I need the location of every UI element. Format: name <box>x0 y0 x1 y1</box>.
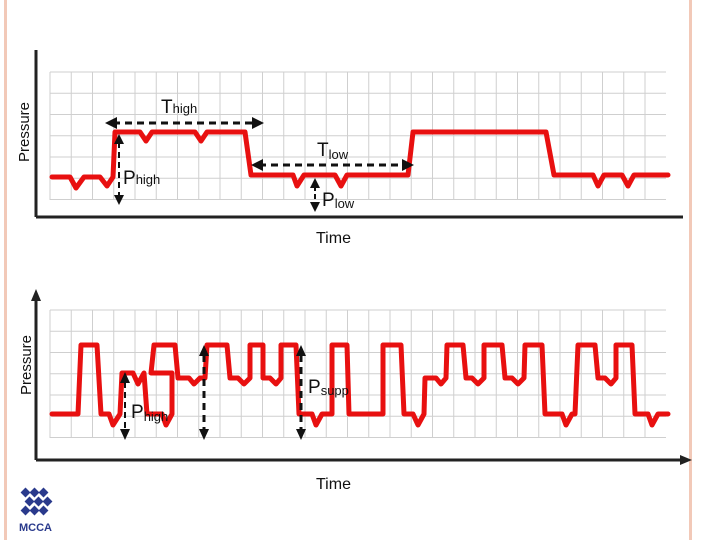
bottom-x-axis-arrowhead <box>680 455 692 465</box>
bottom-x-axis-label: Time <box>316 476 351 493</box>
slide-frame-left-bar <box>4 0 7 540</box>
bottom-p-high-arrow <box>120 372 130 440</box>
top-t-low-arrow <box>251 159 414 171</box>
mcca-logo: MCCA <box>19 487 53 534</box>
bottom-y-axis-arrowhead <box>31 289 41 301</box>
bottom-pressure-waveform <box>49 342 671 428</box>
top-t-low-label: Tlow <box>317 140 349 162</box>
top-x-axis-label: Time <box>316 230 351 247</box>
top-p-low-label: Plow <box>322 190 355 211</box>
top-p-high-arrow <box>114 134 124 205</box>
bottom-p-supp-label: Psupp <box>308 377 349 398</box>
slide-frame-right-bar <box>689 0 692 540</box>
mcca-logo-icon <box>20 487 53 516</box>
top-pressure-waveform <box>49 129 671 191</box>
bottom-diagram: Phigh Psupp Pressure Time <box>18 289 692 493</box>
top-y-axis-label: Pressure <box>16 102 33 162</box>
bottom-y-axis-label: Pressure <box>18 335 35 395</box>
bottom-p-supp-arrow <box>296 345 306 440</box>
top-p-low-arrow <box>310 178 320 212</box>
bottom-tall-arrow-left <box>199 345 209 440</box>
top-t-high-label: Thigh <box>161 97 197 118</box>
bottom-p-high-label: Phigh <box>131 402 168 424</box>
mcca-logo-text: MCCA <box>19 522 52 534</box>
top-p-high-label: Phigh <box>123 168 160 189</box>
top-t-high-arrow <box>105 117 264 129</box>
top-diagram: Thigh Tlow Phigh Plow Pressure Time <box>16 50 683 247</box>
top-grid <box>49 71 666 200</box>
